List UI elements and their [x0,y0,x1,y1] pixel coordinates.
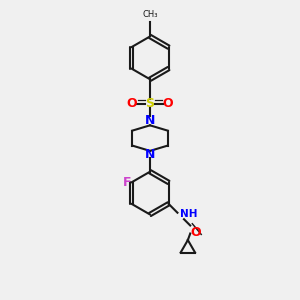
Text: N: N [145,148,155,161]
Text: O: O [190,226,201,238]
Text: O: O [127,98,137,110]
Text: F: F [123,176,131,189]
Text: N: N [145,114,155,127]
Text: NH: NH [180,209,198,219]
Text: S: S [146,98,154,110]
Text: O: O [163,98,173,110]
Text: CH₃: CH₃ [142,10,158,19]
